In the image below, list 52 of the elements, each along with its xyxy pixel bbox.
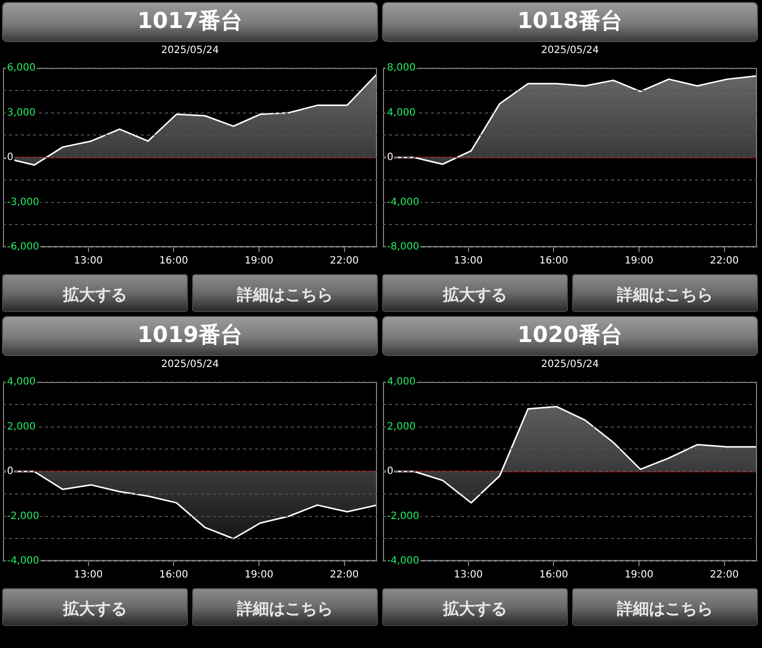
- x-tick-label: 13:00: [74, 256, 103, 267]
- x-tick-label: 13:00: [74, 570, 103, 581]
- chart-title: 1019番台: [2, 316, 378, 356]
- y-tick-label: 4,000: [387, 107, 416, 118]
- y-tick-label: 8,000: [387, 62, 416, 74]
- x-tick-label: 16:00: [159, 570, 188, 581]
- text: 拡大する: [2, 588, 188, 626]
- y-tick-label: -3,000: [7, 196, 40, 208]
- y-tick-label: -2,000: [387, 510, 420, 522]
- y-tick-label: 4,000: [7, 376, 36, 388]
- chart-subtitle: 2025/05/24: [540, 44, 600, 58]
- x-tick-label: 16:00: [159, 256, 188, 267]
- text: 詳細はこちら: [192, 274, 378, 312]
- chart-subtitle: 2025/05/24: [540, 358, 600, 372]
- x-tick-label: 16:00: [539, 570, 568, 581]
- text: 拡大する: [382, 588, 568, 626]
- x-tick-label: 22:00: [710, 256, 739, 267]
- x-tick-label: 16:00: [539, 256, 568, 267]
- x-tick-label: 19:00: [624, 256, 654, 267]
- x-tick-label: 19:00: [244, 570, 274, 581]
- y-tick-label: -8,000: [387, 242, 420, 253]
- y-tick-label: 3,000: [7, 107, 36, 118]
- y-tick-label: -4,000: [387, 556, 420, 567]
- y-tick-label: -4,000: [387, 196, 420, 208]
- text: 詳細はこちら: [192, 588, 378, 626]
- chart-title: 1017番台: [2, 2, 378, 42]
- y-tick-label: 0: [387, 466, 394, 478]
- y-tick-label: 0: [7, 466, 14, 478]
- y-tick-label: 2,000: [387, 421, 416, 432]
- x-tick-label: 22:00: [330, 256, 359, 267]
- y-tick-label: -4,000: [7, 556, 40, 567]
- text: 詳細はこちら: [572, 274, 758, 312]
- x-tick-label: 19:00: [244, 256, 274, 267]
- x-tick-label: 19:00: [624, 570, 654, 581]
- x-tick-label: 13:00: [454, 570, 483, 581]
- chart-subtitle: 2025/05/24: [160, 358, 220, 372]
- chart-title: 1020番台: [382, 316, 758, 356]
- y-tick-label: -6,000: [7, 242, 40, 253]
- x-tick-label: 22:00: [710, 570, 739, 581]
- y-tick-label: -2,000: [7, 510, 40, 522]
- text: 拡大する: [382, 274, 568, 312]
- x-tick-label: 22:00: [330, 570, 359, 581]
- chart-subtitle: 2025/05/24: [160, 44, 220, 58]
- chart-title: 1018番台: [382, 2, 758, 42]
- text: 詳細はこちら: [572, 588, 758, 626]
- x-tick-label: 13:00: [454, 256, 483, 267]
- text: 拡大する: [2, 274, 188, 312]
- y-tick-label: 4,000: [387, 376, 416, 388]
- y-tick-label: 0: [387, 152, 394, 164]
- y-tick-label: 0: [7, 152, 14, 164]
- y-tick-label: 2,000: [7, 421, 36, 432]
- y-tick-label: 6,000: [7, 62, 36, 74]
